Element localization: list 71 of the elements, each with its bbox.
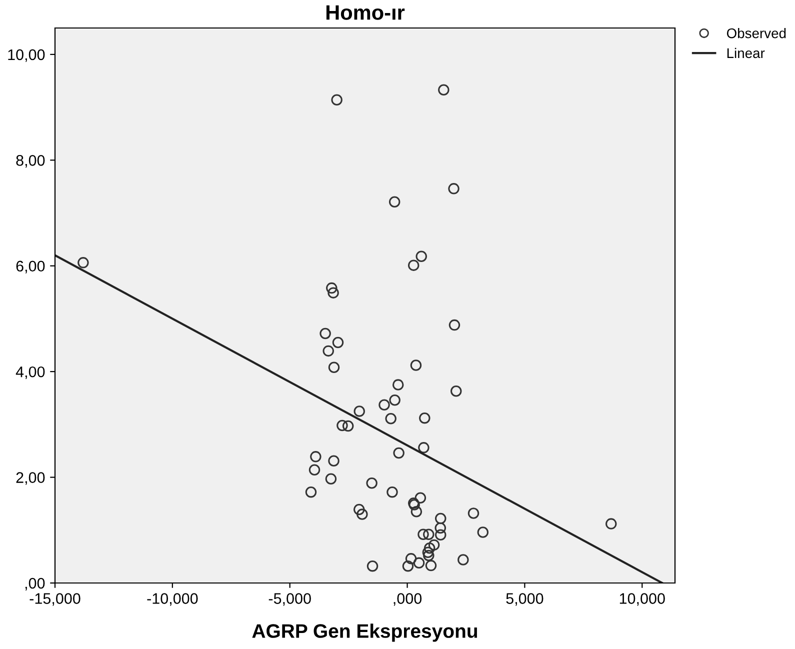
point bbox=[305, 486, 317, 498]
point bbox=[423, 528, 434, 540]
point bbox=[402, 560, 414, 572]
x-tick-label: 10,000 bbox=[620, 593, 665, 606]
point bbox=[410, 360, 422, 371]
x-axis-title: AGRP Gen Ekspresyonu bbox=[252, 624, 478, 642]
point bbox=[419, 412, 430, 424]
point bbox=[378, 399, 390, 410]
point bbox=[422, 546, 434, 558]
point bbox=[78, 257, 89, 268]
y-tick-label: ,00 bbox=[25, 578, 45, 590]
point bbox=[434, 529, 446, 541]
point bbox=[354, 504, 365, 516]
point bbox=[332, 336, 344, 348]
point bbox=[388, 196, 400, 208]
y-tick-label: 4,00 bbox=[16, 366, 45, 380]
x-tick-label: ,000 bbox=[394, 593, 422, 606]
point bbox=[605, 518, 617, 530]
y-tick-label: 6,00 bbox=[16, 260, 45, 274]
point bbox=[434, 512, 446, 524]
y-tick-label: 2,00 bbox=[16, 472, 45, 485]
point bbox=[425, 560, 437, 572]
point bbox=[320, 328, 331, 340]
point bbox=[328, 287, 339, 298]
legend-label: Observed bbox=[726, 28, 786, 38]
point bbox=[405, 553, 417, 564]
point bbox=[328, 455, 340, 467]
point bbox=[328, 362, 340, 373]
point bbox=[325, 473, 337, 484]
point bbox=[477, 526, 489, 538]
y-tick-label: 10,00 bbox=[8, 49, 45, 62]
point bbox=[354, 406, 365, 417]
point bbox=[418, 442, 430, 454]
point bbox=[410, 506, 422, 518]
point bbox=[468, 508, 480, 519]
point bbox=[310, 451, 322, 462]
point bbox=[448, 319, 460, 331]
point bbox=[418, 528, 429, 540]
point bbox=[392, 379, 404, 390]
point bbox=[366, 477, 378, 489]
x-tick-label: 5,000 bbox=[506, 593, 544, 606]
x-tick-label: -10,000 bbox=[147, 593, 198, 606]
point bbox=[393, 447, 404, 459]
point bbox=[416, 250, 427, 262]
point bbox=[423, 550, 434, 562]
point bbox=[342, 420, 354, 432]
point bbox=[366, 560, 378, 572]
point bbox=[413, 557, 425, 569]
point bbox=[326, 282, 338, 294]
point bbox=[448, 183, 460, 194]
point bbox=[450, 386, 462, 397]
point bbox=[385, 412, 396, 424]
x-tick-label: -5,000 bbox=[268, 593, 311, 606]
point bbox=[428, 539, 440, 551]
x-tick-label: -15,000 bbox=[30, 593, 80, 606]
point bbox=[438, 84, 450, 96]
chart-title: Homo-ır bbox=[326, 5, 405, 20]
point bbox=[389, 394, 400, 406]
y-tick-label: 8,00 bbox=[16, 155, 45, 168]
point bbox=[322, 345, 334, 357]
legend-label: Linear bbox=[727, 48, 765, 58]
point bbox=[414, 492, 426, 504]
point bbox=[386, 486, 398, 498]
point bbox=[356, 508, 368, 520]
point bbox=[408, 260, 420, 271]
point bbox=[331, 94, 342, 106]
point bbox=[336, 420, 348, 432]
point bbox=[424, 542, 436, 554]
point bbox=[308, 464, 320, 476]
point bbox=[458, 554, 469, 566]
point bbox=[434, 522, 446, 534]
